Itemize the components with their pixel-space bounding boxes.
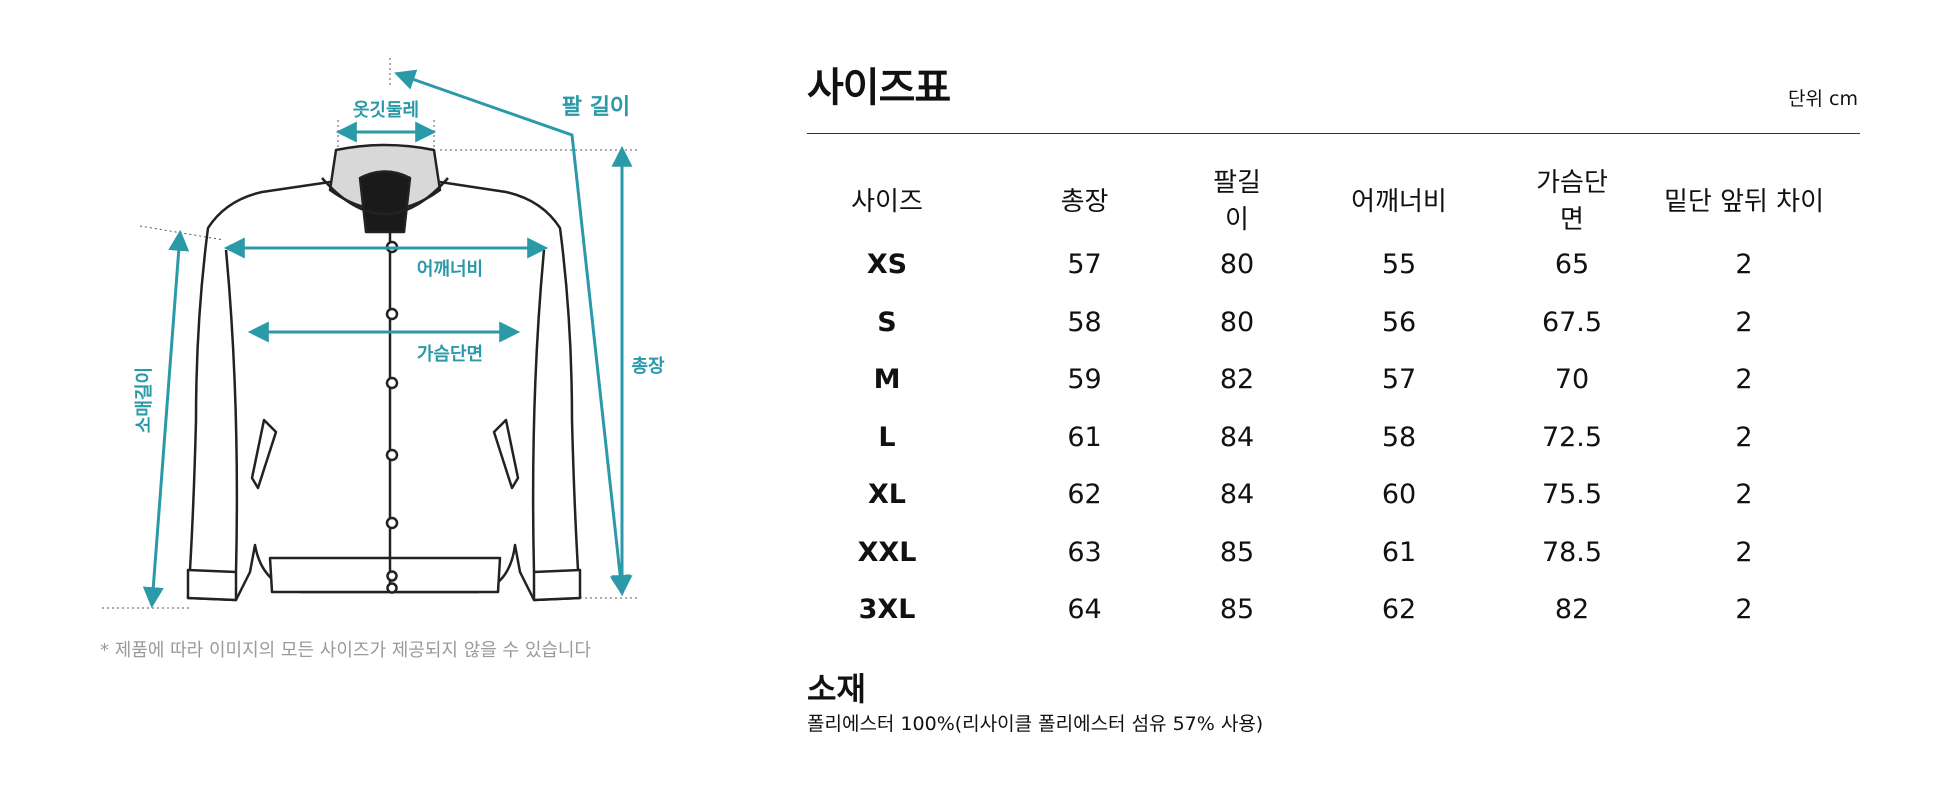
hem-diff-cell: 2 bbox=[1735, 421, 1753, 453]
disclaimer-note: * 제품에 따라 이미지의 모든 사이즈가 제공되지 않을 수 있습니다 bbox=[100, 640, 592, 661]
chest-cell: 72.5 bbox=[1541, 421, 1603, 453]
hem-diff-cell: 2 bbox=[1735, 594, 1753, 626]
header-arm-length: 팔길이 bbox=[1213, 168, 1261, 235]
arm-length-cell: 84 bbox=[1219, 421, 1255, 453]
total-length-cell: 62 bbox=[1067, 479, 1102, 511]
collar-label: 옷깃둘레 bbox=[353, 100, 419, 121]
sleeve-length-label: 소매길이 bbox=[133, 367, 155, 433]
chest-label: 가슴단면 bbox=[417, 344, 483, 365]
hem-diff-cell: 2 bbox=[1735, 306, 1753, 338]
table-row: S 58 80 56 67.5 2 bbox=[807, 294, 1870, 352]
divider bbox=[807, 133, 1860, 134]
arm-length-cell: 85 bbox=[1219, 594, 1255, 626]
arm-length-cell: 84 bbox=[1219, 479, 1255, 511]
chest-cell: 67.5 bbox=[1541, 306, 1603, 338]
hem-diff-cell: 2 bbox=[1735, 249, 1753, 281]
size-cell: XL bbox=[867, 479, 907, 511]
shoulder-cell: 57 bbox=[1381, 364, 1417, 396]
jacket-illustration bbox=[186, 143, 582, 602]
arm-length-cell: 80 bbox=[1219, 306, 1255, 338]
hem-diff-cell: 2 bbox=[1735, 479, 1753, 511]
unit-label: 단위 cm bbox=[1788, 88, 1858, 110]
table-row: XS 57 80 55 65 2 bbox=[807, 236, 1870, 294]
material-title: 소재 bbox=[807, 670, 866, 708]
total-length-cell: 61 bbox=[1067, 421, 1102, 453]
size-cell: L bbox=[878, 421, 896, 453]
total-length-cell: 59 bbox=[1067, 364, 1102, 396]
hem-diff-cell: 2 bbox=[1735, 364, 1753, 396]
shoulder-label: 어깨너비 bbox=[417, 259, 483, 280]
total-length-cell: 57 bbox=[1067, 249, 1102, 281]
total-length-cell: 63 bbox=[1067, 536, 1102, 568]
measurement-lines bbox=[142, 69, 633, 609]
chest-cell: 65 bbox=[1554, 249, 1590, 281]
header-hem-diff: 밑단 앞뒤 차이 bbox=[1663, 186, 1825, 217]
size-cell: XXL bbox=[857, 536, 917, 568]
table-row: 3XL 64 85 62 82 2 bbox=[807, 581, 1870, 639]
table-row: M 59 82 57 70 2 bbox=[807, 351, 1870, 409]
size-table: 사이즈 총장 팔길이 어깨너비 가슴단면 밑단 앞뒤 차이 XS 57 80 5… bbox=[807, 162, 1870, 639]
arm-length-cell: 82 bbox=[1219, 364, 1255, 396]
size-cell: XS bbox=[866, 249, 908, 281]
total-length-cell: 58 bbox=[1067, 306, 1102, 338]
material-text: 폴리에스터 100%(리사이클 폴리에스터 섬유 57% 사용) bbox=[807, 713, 1264, 735]
shoulder-cell: 60 bbox=[1381, 479, 1417, 511]
size-cell: 3XL bbox=[858, 594, 916, 626]
hem-diff-cell: 2 bbox=[1735, 536, 1753, 568]
header-total-length: 총장 bbox=[1060, 186, 1109, 217]
chest-cell: 70 bbox=[1554, 364, 1590, 396]
arm-length-cell: 80 bbox=[1219, 249, 1255, 281]
table-row: XXL 63 85 61 78.5 2 bbox=[807, 524, 1870, 582]
arm-length-cell: 85 bbox=[1219, 536, 1255, 568]
table-row: XL 62 84 60 75.5 2 bbox=[807, 466, 1870, 524]
shoulder-cell: 61 bbox=[1381, 536, 1417, 568]
shoulder-cell: 62 bbox=[1381, 594, 1417, 626]
table-header-row: 사이즈 총장 팔길이 어깨너비 가슴단면 밑단 앞뒤 차이 bbox=[807, 162, 1870, 236]
jacket-measurement-diagram: 옷깃둘레 팔 길이 어깨너비 가슴단면 총장 소매길이 bbox=[102, 58, 665, 609]
header-size: 사이즈 bbox=[851, 186, 923, 217]
shoulder-cell: 55 bbox=[1381, 249, 1417, 281]
shoulder-cell: 56 bbox=[1381, 306, 1417, 338]
chest-cell: 78.5 bbox=[1541, 536, 1603, 568]
total-length-cell: 64 bbox=[1067, 594, 1102, 626]
header-shoulder: 어깨너비 bbox=[1351, 186, 1447, 217]
size-cell: M bbox=[873, 364, 901, 396]
total-length-label: 총장 bbox=[631, 356, 665, 377]
shoulder-cell: 58 bbox=[1381, 421, 1417, 453]
size-cell: S bbox=[877, 306, 897, 338]
arm-length-label: 팔 길이 bbox=[562, 95, 630, 120]
page-title: 사이즈표 bbox=[807, 65, 951, 111]
table-row: L 61 84 58 72.5 2 bbox=[807, 409, 1870, 467]
chest-cell: 82 bbox=[1554, 594, 1590, 626]
header-chest: 가슴단면 bbox=[1536, 168, 1608, 235]
chest-cell: 75.5 bbox=[1541, 479, 1603, 511]
